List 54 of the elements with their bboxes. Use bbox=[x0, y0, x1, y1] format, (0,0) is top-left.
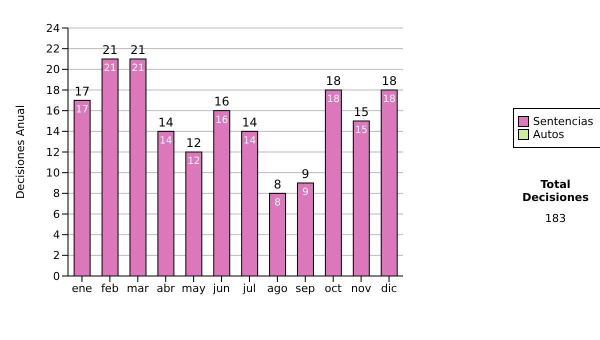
y-tick-label: 16 bbox=[46, 104, 60, 118]
data-label: 18 bbox=[327, 94, 340, 106]
legend-label: Sentencias bbox=[533, 115, 594, 128]
y-tick-label: 12 bbox=[46, 146, 60, 159]
total-label: 14 bbox=[242, 115, 258, 130]
y-tick-label: 4 bbox=[53, 228, 60, 242]
total-label: 14 bbox=[158, 115, 174, 130]
x-tick-label: mar bbox=[126, 282, 150, 295]
x-tick-label: oct bbox=[324, 282, 342, 295]
total-label: 21 bbox=[130, 43, 146, 57]
y-tick-label: 8 bbox=[53, 187, 60, 200]
text: Total Decisiones bbox=[521, 178, 590, 204]
x-tick-label: ene bbox=[72, 282, 92, 295]
y-tick-label: 2 bbox=[53, 249, 60, 262]
total-label: 15 bbox=[354, 105, 369, 119]
data-label: 21 bbox=[104, 63, 116, 74]
data-label: 15 bbox=[354, 125, 368, 136]
legend-label: Autos bbox=[533, 128, 564, 141]
y-tick-label: 0 bbox=[53, 270, 60, 283]
data-label: 14 bbox=[160, 135, 172, 146]
y-axis-title: Decisiones Anual bbox=[14, 104, 27, 200]
data-label: 9 bbox=[302, 187, 309, 198]
y-tick-label: 14 bbox=[46, 125, 60, 138]
x-tick-label: dic bbox=[380, 282, 398, 295]
total-label: 21 bbox=[102, 43, 118, 57]
x-tick-label: ago bbox=[267, 282, 288, 295]
data-label: 21 bbox=[132, 63, 144, 74]
x-tick-label: nov bbox=[351, 282, 372, 295]
x-tick-label: jun bbox=[212, 282, 230, 295]
data-label: 16 bbox=[215, 114, 228, 126]
total-label: 18 bbox=[326, 74, 342, 88]
y-tick-label: 22 bbox=[46, 42, 60, 56]
total-label: 12 bbox=[186, 136, 202, 150]
data-label: 17 bbox=[76, 104, 89, 116]
x-tick-label: abr bbox=[156, 282, 176, 295]
x-tick-label: jul bbox=[242, 282, 256, 295]
y-tick-label: 20 bbox=[46, 63, 60, 76]
y-tick-label: 10 bbox=[46, 166, 60, 180]
data-label: 8 bbox=[274, 197, 281, 208]
total-label: 18 bbox=[382, 74, 397, 88]
data-label: 14 bbox=[243, 135, 256, 146]
x-tick-label: feb bbox=[101, 282, 119, 295]
y-tick-label: 6 bbox=[53, 208, 60, 221]
data-label: 18 bbox=[382, 94, 396, 106]
data-label: 12 bbox=[187, 156, 200, 168]
total-label: 16 bbox=[214, 94, 230, 109]
total-label: 8 bbox=[274, 177, 282, 192]
total-label: 9 bbox=[302, 167, 310, 181]
y-tick-label: 18 bbox=[46, 84, 60, 97]
x-tick-label: may bbox=[182, 282, 206, 295]
y-tick-label: 24 bbox=[46, 22, 60, 35]
text: 183 bbox=[544, 212, 567, 225]
total-label: 17 bbox=[74, 84, 90, 98]
x-tick-label: sep bbox=[296, 282, 316, 295]
